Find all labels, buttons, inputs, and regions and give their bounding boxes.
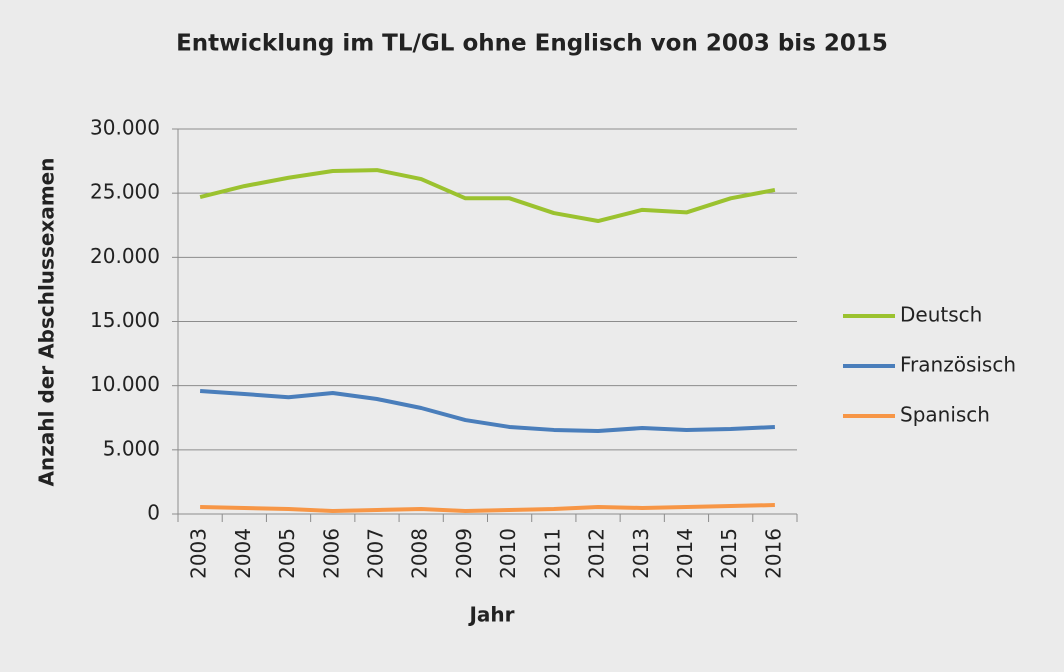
- x-tick-label: 2011: [540, 528, 564, 579]
- legend-label: Französisch: [900, 353, 1016, 377]
- y-axis-label: Anzahl der Abschlussexamen: [35, 158, 59, 487]
- x-tick-label: 2016: [761, 528, 785, 579]
- series-line: [199, 389, 775, 433]
- x-tick-label: 2008: [408, 528, 432, 579]
- x-tick-label: 2003: [187, 528, 211, 579]
- x-tick-label: 2013: [629, 528, 653, 579]
- x-tick-label: 2006: [319, 528, 343, 579]
- x-tick-label: 2009: [452, 528, 476, 579]
- chart-title: Entwicklung im TL/GL ohne Englisch von 2…: [176, 31, 888, 57]
- x-tick-label: 2015: [717, 528, 741, 579]
- x-tick-label: 2014: [673, 528, 697, 579]
- legend-label: Spanisch: [900, 403, 990, 427]
- x-tick-label: 2010: [496, 528, 520, 579]
- x-tick-label: 2007: [363, 528, 387, 579]
- y-tick-label: 15.000: [90, 308, 160, 332]
- y-tick-label: 5.000: [103, 436, 160, 460]
- x-tick-label: 2004: [231, 528, 255, 579]
- legend-label: Deutsch: [900, 303, 982, 327]
- x-axis-label: Jahr: [467, 603, 514, 627]
- series-line: [199, 168, 776, 224]
- y-tick-label: 20.000: [90, 244, 160, 268]
- y-tick-label: 25.000: [90, 180, 160, 204]
- y-tick-label: 30.000: [90, 116, 160, 140]
- x-tick-label: 2012: [585, 528, 609, 579]
- series-line: [200, 503, 775, 514]
- y-tick-label: 0: [147, 501, 160, 525]
- x-tick-label: 2005: [275, 528, 299, 579]
- y-tick-label: 10.000: [90, 372, 160, 396]
